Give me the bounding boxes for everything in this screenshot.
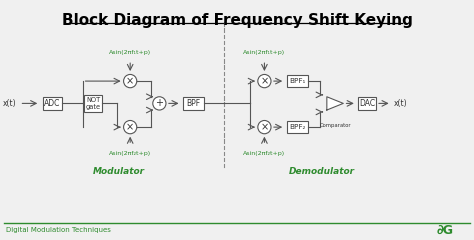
Text: ADC: ADC [44,99,61,108]
Text: x(t): x(t) [3,99,17,108]
Text: NOT
gate: NOT gate [86,97,101,110]
Text: +: + [155,98,164,108]
Text: ×: × [126,76,134,86]
FancyBboxPatch shape [287,75,308,87]
Text: BPF₁: BPF₁ [289,78,306,84]
Circle shape [124,120,137,134]
Text: ∂G: ∂G [437,224,454,237]
Text: BPF: BPF [186,99,201,108]
Text: Block Diagram of Frequency Shift Keying: Block Diagram of Frequency Shift Keying [62,13,412,28]
Text: ×: × [126,122,134,132]
FancyBboxPatch shape [84,95,102,112]
Polygon shape [327,97,343,110]
Text: Asin(2πf₂t+p): Asin(2πf₂t+p) [243,151,285,156]
Text: Demodulator: Demodulator [289,167,355,176]
FancyBboxPatch shape [43,97,63,110]
Text: Asin(2πf₂t+p): Asin(2πf₂t+p) [109,151,151,156]
Text: ×: × [260,122,268,132]
Text: Digital Modulation Techniques: Digital Modulation Techniques [6,227,111,233]
Text: DAC: DAC [359,99,375,108]
Text: ×: × [260,76,268,86]
FancyBboxPatch shape [287,121,308,133]
Circle shape [124,74,137,88]
Circle shape [258,74,271,88]
Circle shape [153,97,166,110]
Circle shape [258,120,271,134]
FancyBboxPatch shape [183,97,204,110]
Text: BPF₂: BPF₂ [289,124,306,130]
FancyBboxPatch shape [358,97,376,110]
Text: Modulator: Modulator [93,167,146,176]
Text: Asin(2πf₁t+p): Asin(2πf₁t+p) [243,50,285,55]
Text: x(t): x(t) [394,99,408,108]
Text: Asin(2πf₁t+p): Asin(2πf₁t+p) [109,50,151,55]
Text: Comparator: Comparator [319,123,351,128]
